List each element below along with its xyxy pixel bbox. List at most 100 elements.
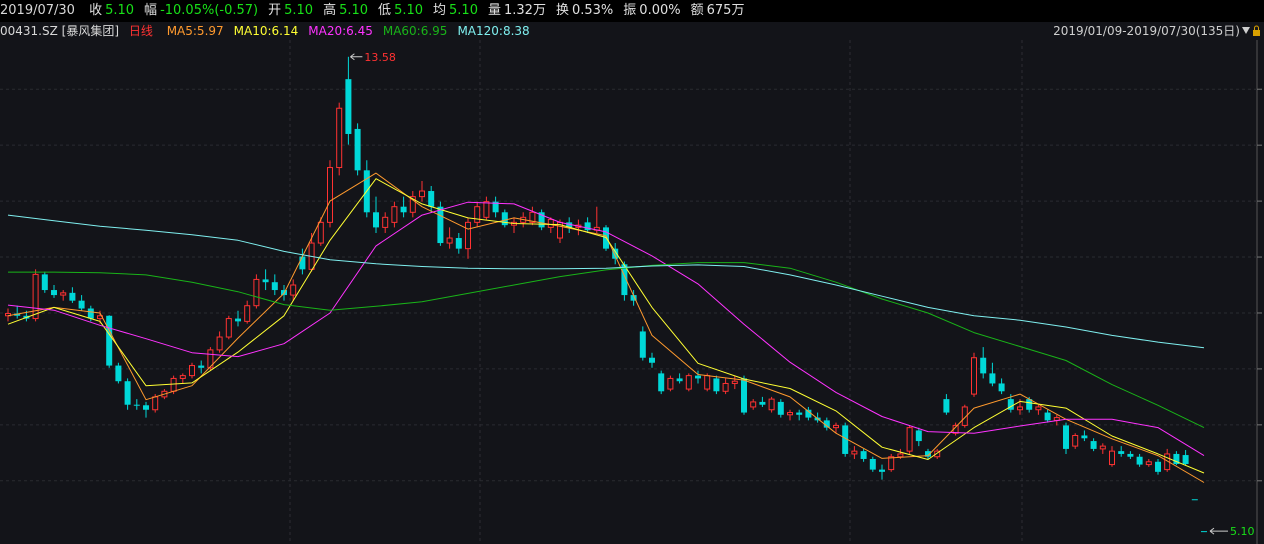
candle-body	[980, 357, 987, 374]
candle-body	[1145, 461, 1152, 466]
candle-body	[271, 282, 278, 291]
candle-body	[152, 396, 159, 411]
candle-body	[961, 406, 968, 426]
candle-body	[1127, 453, 1134, 457]
candle-body	[1182, 455, 1189, 465]
candle-body	[612, 248, 619, 259]
candle-body	[1109, 450, 1115, 466]
legend-entry[interactable]: MA120:8.38	[457, 24, 530, 38]
candle-body	[584, 222, 591, 231]
candle-body	[198, 365, 205, 368]
quote-value: 5.10	[105, 3, 135, 18]
candle-body	[244, 305, 251, 322]
quote-label: 高	[323, 3, 337, 18]
candle-body	[354, 128, 361, 171]
legend-bar: 00431.SZ [暴风集团] 日线 MA5:5.97 MA10:6.14 MA20…	[0, 22, 1264, 40]
quote-value: 1.32万	[504, 3, 546, 18]
candle-body	[842, 425, 849, 454]
quote-value: 5.10	[449, 3, 478, 18]
candle-body	[1026, 399, 1033, 410]
candle-body	[1017, 406, 1023, 411]
candle-body	[299, 256, 306, 270]
candle-body	[1173, 453, 1180, 465]
candle-body	[998, 383, 1005, 392]
quote-date: 2019/07/30	[0, 3, 75, 18]
quote-value: 5.10	[284, 3, 314, 18]
candle-body	[262, 279, 269, 283]
candle-body	[14, 313, 21, 316]
candle-body	[777, 401, 784, 415]
candle-body	[796, 412, 803, 415]
candle-body	[189, 365, 195, 377]
candle-body	[32, 273, 39, 320]
candle-body	[1191, 499, 1198, 501]
candle-body	[345, 79, 352, 134]
quote-label: 开	[268, 3, 282, 18]
legend-entry[interactable]: MA10:6.14	[233, 24, 299, 38]
candle-body	[492, 201, 499, 213]
ma-line	[7, 178, 1205, 474]
period[interactable]: 日线	[128, 24, 153, 38]
lock-shackle	[1254, 25, 1259, 30]
candle-body	[971, 357, 977, 395]
candle-body	[179, 375, 186, 379]
candle-body	[630, 295, 637, 301]
candle-body	[225, 318, 232, 338]
candle-body	[906, 427, 913, 452]
dropdown-icon[interactable]	[1242, 27, 1250, 34]
candle-body	[888, 456, 895, 471]
candle-body	[115, 365, 122, 382]
candle-body	[869, 458, 876, 470]
candle-body	[106, 315, 113, 366]
candle-body	[1035, 406, 1042, 411]
candle-body	[317, 221, 324, 244]
candle-body	[566, 222, 573, 228]
candle-body	[547, 219, 554, 228]
candle-body	[170, 377, 177, 392]
quote-bar: 2019/07/30 收 5.10 幅 -10.05%(-0.57) 开 5.10 高 5.1…	[0, 0, 1264, 22]
ma-line	[7, 201, 1205, 457]
quote-value: 0.00%	[639, 3, 681, 18]
candle-body	[124, 381, 131, 405]
stock-name: 00431.SZ [暴风集团]	[0, 24, 120, 38]
quote-value: 0.53%	[571, 3, 614, 18]
candle-body	[750, 401, 757, 408]
legend-entry[interactable]: MA20:6.45	[308, 24, 373, 38]
quote-label: 收	[89, 3, 103, 18]
candle-body	[704, 375, 711, 390]
candle-body	[216, 336, 223, 351]
legend-entry[interactable]: MA60:6.95	[382, 24, 448, 38]
candle-body	[1081, 435, 1088, 439]
candle-body	[409, 196, 416, 213]
range-icons[interactable]	[1240, 24, 1262, 38]
candle-body	[327, 167, 333, 223]
date-range[interactable]: 2019/01/09-2019/07/30(135日)	[1053, 22, 1260, 40]
quote-label: 低	[378, 3, 392, 18]
candle-body	[639, 331, 646, 358]
candle-body	[235, 318, 241, 322]
candle-body	[207, 349, 214, 369]
candle-body	[731, 380, 738, 384]
candle-body	[69, 292, 76, 301]
candle-body	[143, 405, 149, 410]
date-range-text[interactable]: 2019/01/09-2019/07/30(135日)	[1053, 24, 1240, 38]
lock-icon[interactable]	[1253, 30, 1260, 36]
legend-entry[interactable]: MA5:5.97	[166, 24, 224, 38]
candle-body	[133, 404, 140, 406]
candle-body	[391, 206, 398, 223]
candle-body	[474, 206, 481, 223]
candle-body	[833, 424, 839, 429]
quote-label: 均	[433, 3, 447, 18]
candle-body	[253, 278, 260, 307]
quote-label: 额	[690, 3, 704, 18]
candle-body	[1063, 425, 1069, 449]
candle-body	[465, 221, 471, 250]
candle-body	[501, 212, 508, 226]
candle-body	[658, 373, 665, 392]
candle-body	[78, 300, 85, 309]
candle-body	[805, 409, 812, 418]
candle-body	[879, 469, 885, 472]
candle-body	[60, 292, 67, 296]
candle-body	[382, 216, 389, 228]
